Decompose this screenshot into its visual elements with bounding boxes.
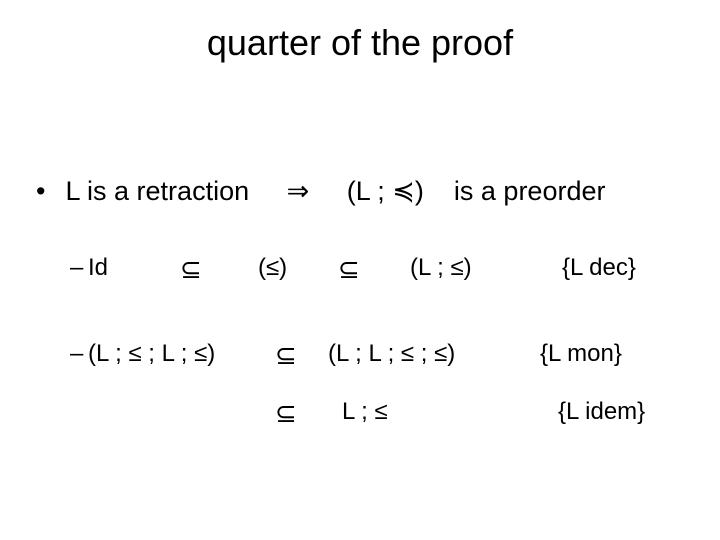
r2-rhs: (L ; L ; ≤ ; ≤): [328, 340, 455, 368]
r1-paren-L: (L ; ≤): [410, 254, 472, 282]
r1-id: Id: [88, 254, 108, 282]
main-rhs-tail: is a preorder: [454, 176, 606, 206]
main-statement: • L is a retraction ⇒ (L ; ≼) is a preor…: [36, 176, 605, 207]
subset-icon: ⊆: [275, 398, 297, 429]
r1-leq: (≤): [258, 254, 287, 282]
r2-justification: {L mon}: [540, 340, 622, 368]
slide: quarter of the proof • L is a retraction…: [0, 0, 720, 540]
subset-icon: ⊆: [180, 254, 202, 285]
proof-row-1: – Id ⊆ (≤) ⊆ (L ; ≤) {L dec}: [70, 254, 690, 282]
main-lhs: L is a retraction: [66, 176, 250, 206]
subset-icon: ⊆: [275, 340, 297, 371]
bullet-icon: •: [36, 176, 58, 207]
proof-row-2: – (L ; ≤ ; L ; ≤) ⊆ (L ; L ; ≤ ; ≤) {L m…: [70, 340, 690, 368]
dash-icon: –: [70, 340, 83, 367]
implies-icon: ⇒: [287, 176, 310, 206]
r2-lhs: (L ; ≤ ; L ; ≤): [88, 340, 215, 368]
dash-icon: –: [70, 254, 83, 281]
r3-rhs: L ; ≤: [342, 398, 388, 426]
main-rhs-paren: (L ; ≼): [347, 176, 424, 206]
subset-icon: ⊆: [338, 254, 360, 285]
slide-title: quarter of the proof: [0, 22, 720, 64]
r3-justification: {L idem}: [558, 398, 645, 426]
r1-justification: {L dec}: [562, 254, 636, 282]
